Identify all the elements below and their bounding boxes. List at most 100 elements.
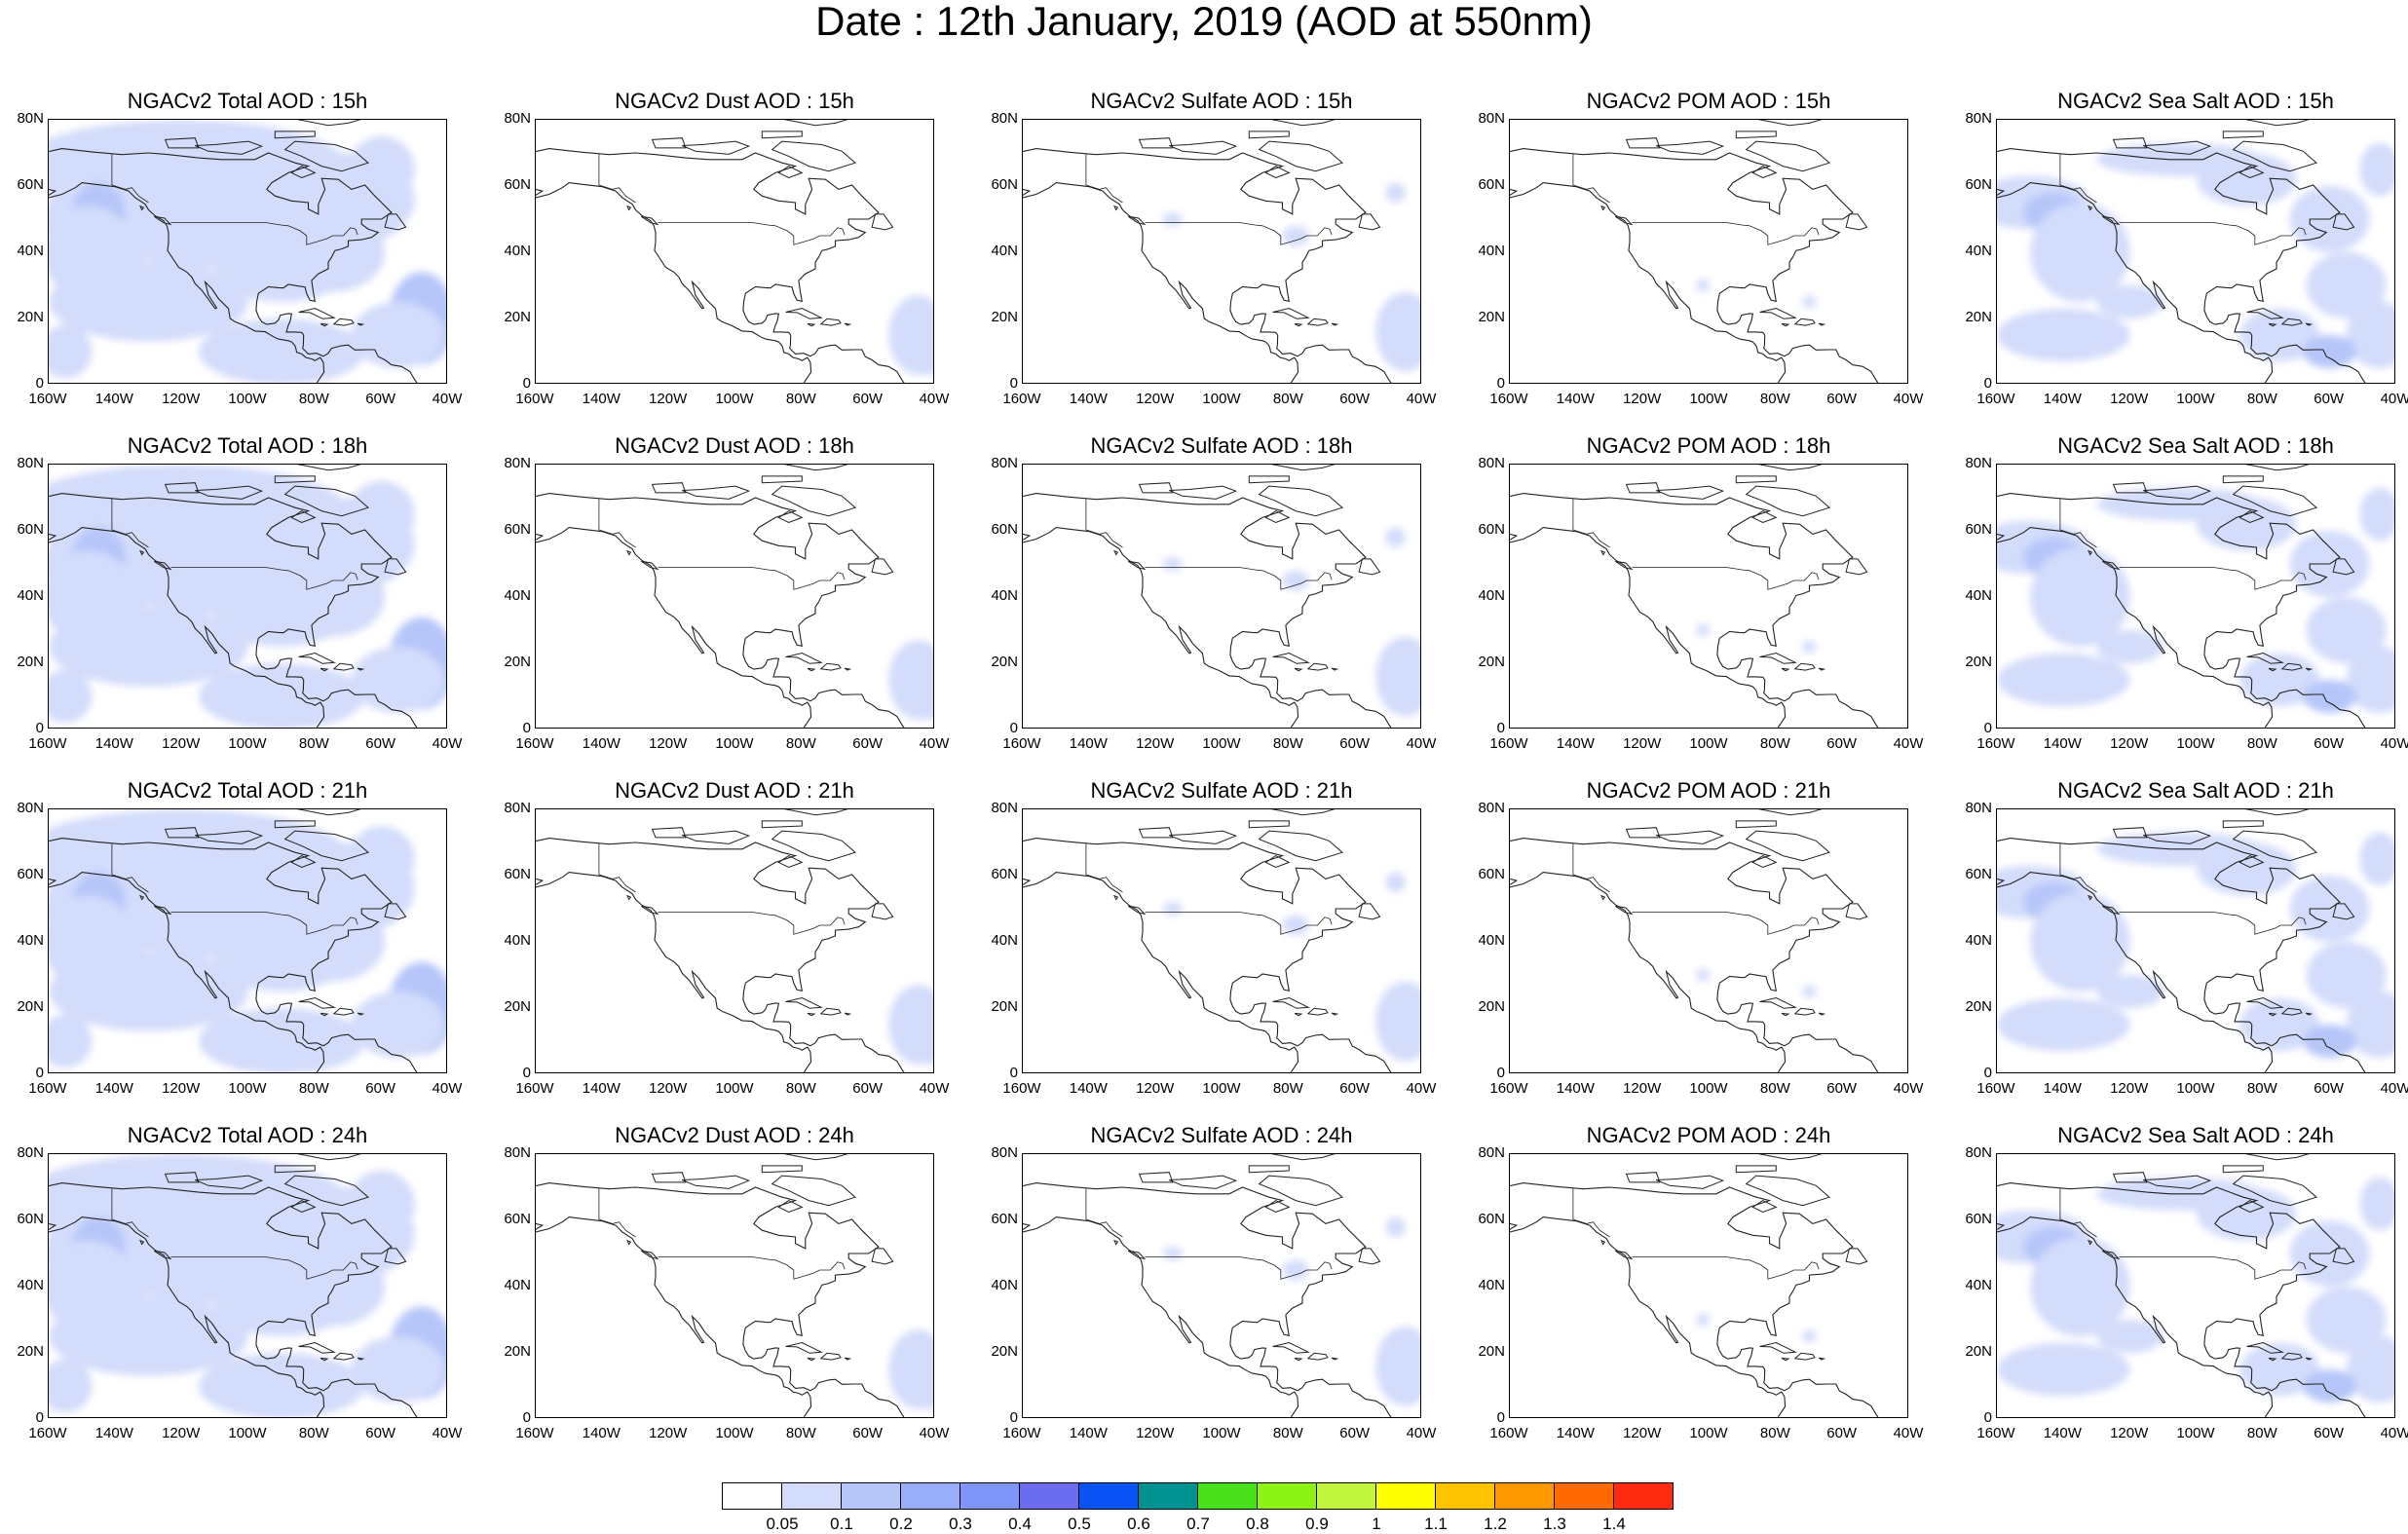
colorbar-label: 0.05 xyxy=(766,1515,799,1533)
lon-tick-label: 100W xyxy=(715,391,754,407)
aod-map xyxy=(1023,809,1420,1072)
colorbar-label: 0.5 xyxy=(1068,1515,1091,1533)
island-outline xyxy=(1113,549,1119,556)
lon-tick-label: 100W xyxy=(228,391,267,407)
colorbar-box xyxy=(1554,1482,1614,1510)
island-outline xyxy=(1615,905,1634,916)
country-border xyxy=(1632,222,1820,245)
lat-tick-label: 20N xyxy=(1965,998,1992,1015)
lon-tick-label: 100W xyxy=(1689,735,1728,752)
panel-title: NGACv2 Sulfate AOD : 15h xyxy=(1090,89,1353,113)
island-outline xyxy=(195,485,264,500)
colorbar-label: 0.9 xyxy=(1305,1515,1329,1533)
country-border xyxy=(2119,567,2307,590)
coastline xyxy=(536,182,812,383)
island-outline xyxy=(2280,662,2303,671)
lon-tick-label: 160W xyxy=(1002,1080,1041,1097)
aod-shade xyxy=(348,1171,415,1237)
aod-map xyxy=(1510,120,1879,383)
island-outline xyxy=(296,120,361,127)
aod-shade xyxy=(1385,1216,1406,1237)
aod-shade xyxy=(2303,335,2356,368)
panel-title: NGACv2 POM AOD : 21h xyxy=(1586,778,1831,803)
lon-tick-label: 160W xyxy=(1002,735,1041,752)
island-outline xyxy=(2088,1239,2093,1246)
lat-tick-label: 60N xyxy=(991,521,1018,538)
lon-tick-label: 120W xyxy=(162,391,201,407)
lon-tick-label: 120W xyxy=(1623,735,1662,752)
aod-shade xyxy=(1802,1329,1817,1343)
island-outline xyxy=(320,1357,329,1362)
country-border xyxy=(1085,154,1123,204)
aod-shade xyxy=(1282,225,1309,246)
island-outline xyxy=(1751,1200,1778,1214)
island-outline xyxy=(296,465,361,471)
island-outline xyxy=(785,652,823,664)
island-outline xyxy=(1358,1248,1381,1265)
lat-tick-label: 20N xyxy=(17,654,44,670)
aod-shade xyxy=(2096,285,2163,318)
island-outline xyxy=(807,322,816,327)
lat-tick-label: 80N xyxy=(1478,1144,1505,1161)
island-outline xyxy=(777,1200,804,1214)
island-outline xyxy=(283,830,370,862)
lon-tick-label: 80W xyxy=(2246,1080,2277,1097)
aod-shade xyxy=(2096,630,2163,663)
aod-shade xyxy=(1375,1326,1420,1406)
colorbar-box xyxy=(900,1482,960,1510)
island-outline xyxy=(1294,1357,1303,1362)
island-outline xyxy=(2112,137,2148,149)
map-panel xyxy=(1509,464,1908,729)
coastline xyxy=(1023,148,1392,383)
island-outline xyxy=(296,1154,361,1161)
island-outline xyxy=(1258,830,1344,862)
island-outline xyxy=(2143,140,2212,155)
island-outline xyxy=(1625,482,1661,494)
island-outline xyxy=(1615,215,1634,226)
panel-title: NGACv2 POM AOD : 15h xyxy=(1586,89,1831,113)
colorbar-label: 1.2 xyxy=(1484,1515,1507,1533)
panel-title: NGACv2 Sea Salt AOD : 15h xyxy=(2057,89,2334,113)
lat-tick-label: 80N xyxy=(1965,800,1992,816)
island-outline xyxy=(2143,1175,2212,1189)
aod-field xyxy=(888,295,933,375)
lon-tick-label: 60W xyxy=(365,1080,396,1097)
lon-tick-label: 120W xyxy=(162,1425,201,1441)
country-border xyxy=(658,912,846,935)
coastline xyxy=(1023,182,1299,383)
lat-tick-label: 40N xyxy=(504,587,531,604)
lon-tick-label: 60W xyxy=(852,1425,884,1441)
island-outline xyxy=(2102,560,2121,571)
island-outline xyxy=(777,510,804,524)
island-outline xyxy=(1600,205,1606,211)
aod-shade xyxy=(2303,1025,2356,1058)
coastline xyxy=(536,148,905,383)
coastline xyxy=(536,493,905,728)
lat-tick-label: 40N xyxy=(991,587,1018,604)
island-outline xyxy=(298,652,336,664)
lon-tick-label: 140W xyxy=(1556,391,1595,407)
coastline xyxy=(1997,838,2366,1072)
lon-tick-label: 40W xyxy=(2380,1080,2408,1097)
lat-tick-label: 40N xyxy=(1478,243,1505,259)
aod-shade xyxy=(1696,623,1710,637)
aod-shade xyxy=(908,1375,933,1409)
map-panel xyxy=(1996,119,2395,384)
island-outline xyxy=(290,166,317,179)
island-outline xyxy=(290,510,317,524)
aod-shade xyxy=(1282,1259,1309,1281)
aod-field xyxy=(1162,182,1420,372)
country-border xyxy=(1145,1256,1333,1280)
island-outline xyxy=(2244,120,2310,127)
island-outline xyxy=(1757,1154,1823,1161)
island-outline xyxy=(298,307,336,319)
panel-title: NGACv2 POM AOD : 24h xyxy=(1586,1123,1831,1147)
island-outline xyxy=(320,1012,329,1017)
lon-tick-label: 60W xyxy=(1826,735,1858,752)
map-panel xyxy=(48,119,447,384)
island-outline xyxy=(771,1175,857,1207)
island-outline xyxy=(2222,475,2264,484)
aod-field xyxy=(1696,279,1817,309)
island-outline xyxy=(682,1175,751,1189)
lon-tick-label: 80W xyxy=(1759,391,1790,407)
